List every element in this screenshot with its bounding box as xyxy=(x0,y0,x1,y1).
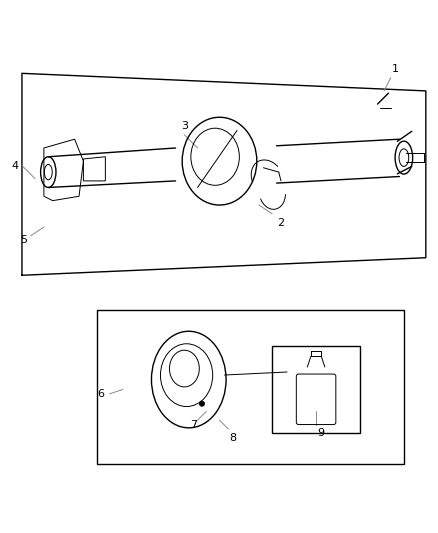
Text: 6: 6 xyxy=(97,389,104,399)
Ellipse shape xyxy=(199,401,204,406)
Text: 7: 7 xyxy=(189,419,196,430)
Text: 8: 8 xyxy=(229,433,236,443)
Ellipse shape xyxy=(169,350,199,387)
Text: 9: 9 xyxy=(316,429,323,438)
Bar xyxy=(96,310,403,464)
Text: 1: 1 xyxy=(391,64,398,74)
Text: 3: 3 xyxy=(180,121,187,131)
Bar xyxy=(272,345,359,433)
Text: 5: 5 xyxy=(21,235,28,245)
Text: 2: 2 xyxy=(277,217,284,228)
Text: 4: 4 xyxy=(12,160,19,171)
